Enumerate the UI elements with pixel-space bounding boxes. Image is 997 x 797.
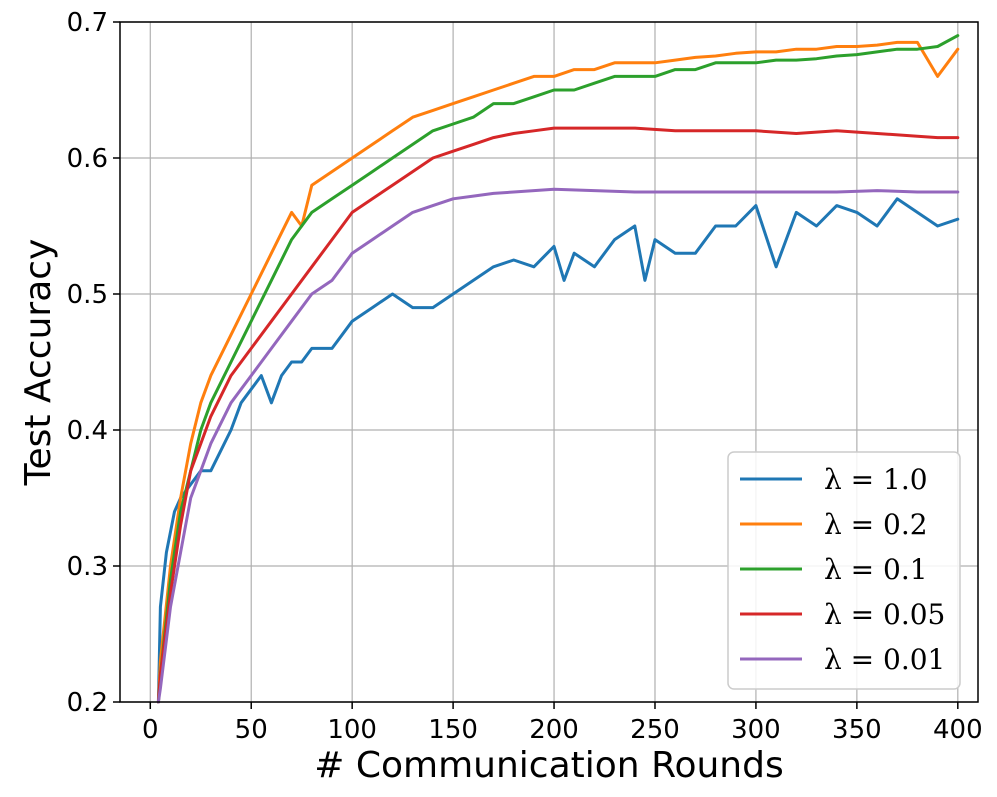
x-tick-label: 200 [529,715,579,745]
x-tick-label: 150 [428,715,478,745]
y-tick-label: 0.2 [67,688,108,718]
legend-label: λ = 0.2 [824,508,928,541]
y-tick-label: 0.5 [67,280,108,310]
x-tick-label: 350 [832,715,882,745]
series-line-3 [156,126,960,704]
ticks: 0 50 100 150 200 250 300 350 400 0.2 0.3 0.4 0.5 0.6 0… [67,8,983,745]
x-tick-label: 400 [933,715,983,745]
series-line-2 [156,34,960,704]
x-tick-label: 300 [731,715,781,745]
series-group [156,34,960,704]
y-tick-label: 0.7 [67,8,108,38]
legend-label: λ = 0.1 [824,553,928,586]
y-tick-label: 0.3 [67,552,108,582]
legend-label: λ = 1.0 [824,463,928,496]
series-line-0 [156,197,960,704]
legend-box [727,451,961,690]
legend-label: λ = 0.05 [824,598,945,631]
y-tick-label: 0.6 [67,144,108,174]
series-line-1 [156,40,960,704]
x-tick-label: 50 [235,715,268,745]
plot-frame [119,21,979,703]
series-line-4 [156,187,960,704]
x-tick-label: 250 [630,715,680,745]
y-tick-label: 0.4 [67,416,108,446]
x-axis-title: # Communication Rounds [314,745,783,786]
legend: λ = 1.0 λ = 0.2 λ = 0.1 λ = 0.05 λ = 0.01 [727,451,961,690]
x-tick-label: 100 [327,715,377,745]
legend-label: λ = 0.01 [824,643,945,676]
x-tick-label: 0 [142,715,159,745]
y-axis-title: Test Accuracy [18,239,59,487]
